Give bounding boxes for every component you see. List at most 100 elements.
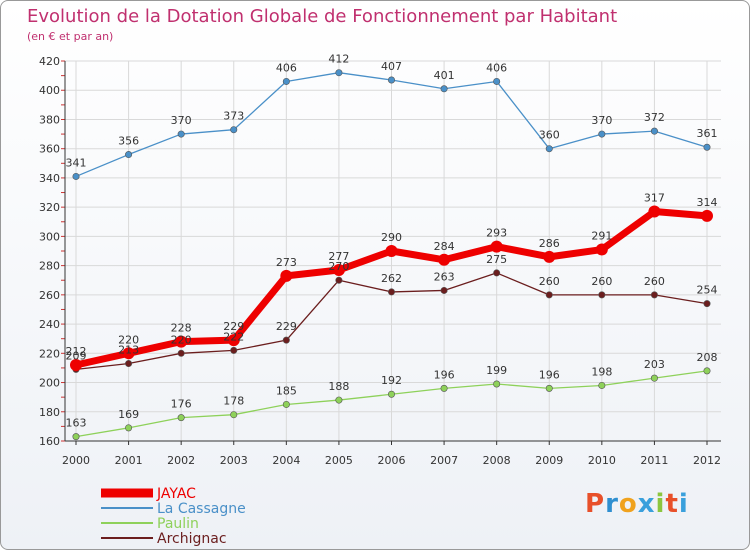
data-point-archignac — [440, 286, 448, 294]
data-point-paulin — [387, 390, 395, 398]
data-label-paulin: 192 — [381, 374, 402, 387]
data-point-la-cassagne — [650, 127, 658, 135]
data-label-archignac: 229 — [276, 320, 297, 333]
x-tick-label: 2006 — [378, 454, 406, 467]
data-point-paulin — [650, 374, 658, 382]
data-label-la-cassagne: 360 — [539, 129, 560, 142]
data-point-la-cassagne — [282, 77, 290, 85]
data-label-la-cassagne: 356 — [118, 135, 139, 148]
data-label-paulin: 198 — [591, 365, 612, 378]
x-tick-label: 2010 — [588, 454, 616, 467]
data-label-archignac: 254 — [697, 284, 718, 297]
data-point-la-cassagne — [387, 76, 395, 84]
chart-subtitle: (en € et par an) — [27, 30, 114, 43]
x-tick-label: 2008 — [483, 454, 511, 467]
x-tick-label: 2000 — [62, 454, 90, 467]
data-point-la-cassagne — [493, 77, 501, 85]
proxiti-logo: Proxiti — [585, 489, 689, 519]
data-point-paulin — [125, 424, 133, 432]
data-point-paulin — [177, 414, 185, 422]
y-tick-label: 260 — [39, 289, 60, 302]
data-point-archignac — [125, 360, 133, 368]
data-point-la-cassagne — [177, 130, 185, 138]
logo-letter: r — [605, 489, 619, 519]
logo-letter: i — [655, 489, 666, 519]
data-point-la-cassagne — [125, 151, 133, 159]
data-label-jayac: 284 — [434, 240, 455, 253]
data-label-la-cassagne: 401 — [434, 69, 455, 82]
data-label-jayac: 290 — [381, 231, 402, 244]
legend-label-la-cassagne: La Cassagne — [157, 501, 246, 517]
data-label-paulin: 208 — [697, 351, 718, 364]
data-label-jayac: 229 — [223, 320, 244, 333]
data-label-archignac: 260 — [644, 275, 665, 288]
data-label-paulin: 199 — [486, 364, 507, 377]
data-point-paulin — [703, 367, 711, 375]
data-label-jayac: 273 — [276, 256, 297, 269]
logo-letter: P — [585, 489, 606, 519]
data-label-jayac: 286 — [539, 237, 560, 250]
data-label-archignac: 220 — [171, 333, 192, 346]
data-point-jayac — [175, 335, 188, 348]
x-tick-label: 2002 — [167, 454, 195, 467]
data-label-paulin: 196 — [434, 368, 455, 381]
data-label-jayac: 314 — [697, 196, 718, 209]
x-tick-label: 2005 — [325, 454, 353, 467]
data-label-archignac: 270 — [328, 260, 349, 273]
x-tick-label: 2007 — [430, 454, 458, 467]
data-label-la-cassagne: 370 — [171, 114, 192, 127]
data-label-paulin: 203 — [644, 358, 665, 371]
y-tick-label: 420 — [39, 55, 60, 68]
data-point-la-cassagne — [545, 145, 553, 153]
data-point-archignac — [387, 288, 395, 296]
data-point-paulin — [230, 411, 238, 419]
data-point-jayac — [543, 250, 556, 263]
data-point-paulin — [598, 381, 606, 389]
data-point-la-cassagne — [598, 130, 606, 138]
chart-title: Evolution de la Dotation Globale de Fonc… — [27, 6, 618, 27]
data-label-paulin: 163 — [66, 417, 87, 430]
data-label-la-cassagne: 372 — [644, 111, 665, 124]
data-label-archignac: 262 — [381, 272, 402, 285]
logo-letter: o — [618, 489, 638, 519]
data-label-archignac: 260 — [539, 275, 560, 288]
data-point-paulin — [440, 384, 448, 392]
data-label-la-cassagne: 341 — [66, 156, 87, 169]
data-label-la-cassagne: 412 — [328, 53, 349, 66]
y-tick-label: 200 — [39, 377, 60, 390]
grid-lines — [65, 60, 721, 442]
data-point-paulin — [335, 396, 343, 404]
data-point-archignac — [650, 291, 658, 299]
data-label-archignac: 275 — [486, 253, 507, 266]
data-point-archignac — [493, 269, 501, 277]
logo-letter: x — [637, 489, 656, 519]
data-point-paulin — [282, 400, 290, 408]
y-tick-label: 220 — [39, 347, 60, 360]
series-layer — [70, 69, 713, 441]
data-label-paulin: 169 — [118, 408, 139, 421]
x-tick-label: 2009 — [535, 454, 563, 467]
y-tick-label: 160 — [39, 435, 60, 448]
data-label-paulin: 185 — [276, 384, 297, 397]
data-label-archignac: 263 — [434, 270, 455, 283]
data-point-archignac — [335, 276, 343, 284]
data-point-jayac — [70, 359, 82, 371]
data-point-archignac — [282, 336, 290, 344]
y-tick-label: 340 — [39, 172, 60, 185]
data-label-jayac: 228 — [171, 322, 192, 335]
data-label-la-cassagne: 370 — [591, 114, 612, 127]
data-label-paulin: 188 — [328, 380, 349, 393]
axes: 160 180 200 220 240 260 280 300 320 340 360 380 400 4… — [39, 55, 721, 467]
data-point-paulin — [545, 384, 553, 392]
data-point-jayac — [122, 347, 135, 360]
x-tick-label: 2001 — [115, 454, 143, 467]
y-tick-label: 280 — [39, 260, 60, 273]
data-point-archignac — [703, 300, 711, 308]
y-tick-label: 240 — [39, 318, 60, 331]
logo-letter: i — [678, 489, 689, 519]
y-tick-label: 380 — [39, 113, 60, 126]
data-label-jayac: 317 — [644, 192, 665, 205]
data-point-la-cassagne — [703, 143, 711, 151]
